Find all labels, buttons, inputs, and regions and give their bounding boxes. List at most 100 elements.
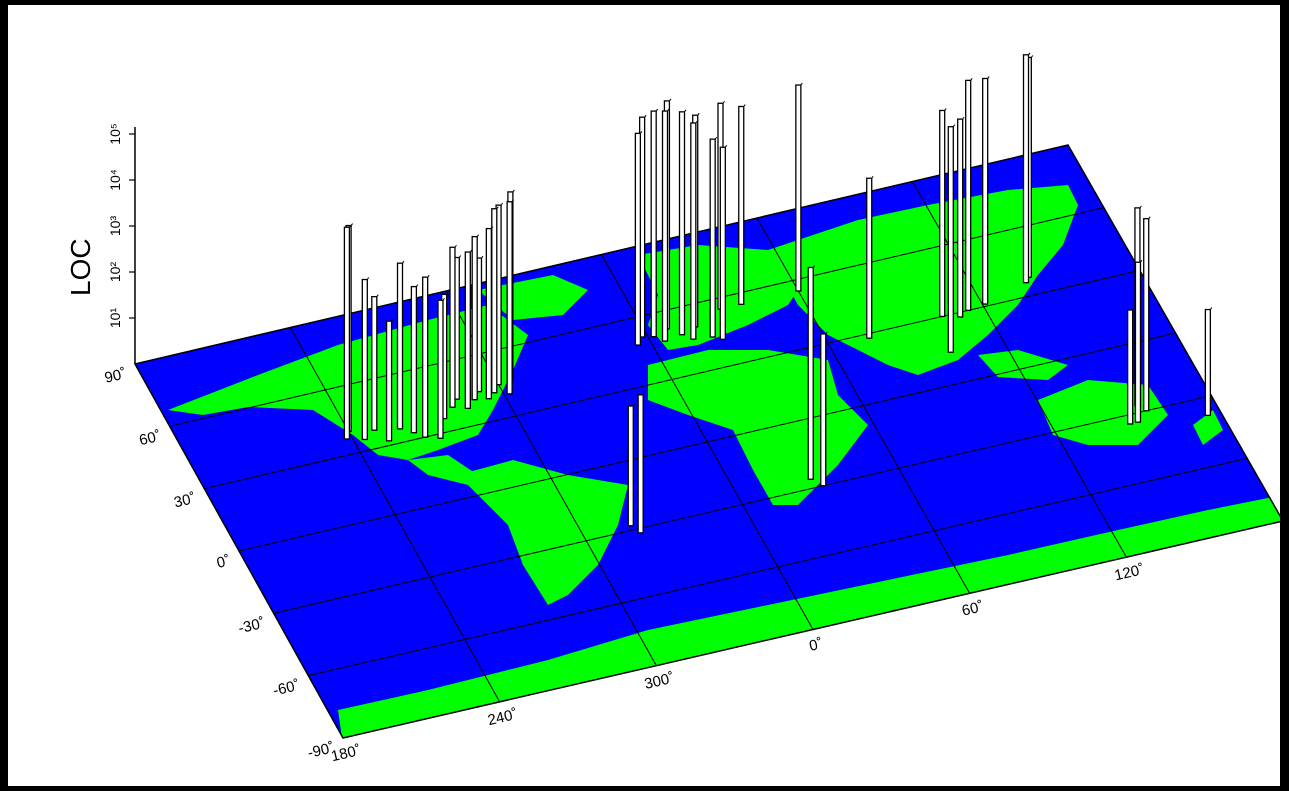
bar [361,277,370,441]
bar-top [496,206,499,210]
lon-tick-label: 180˚ [329,742,362,765]
bar-top [442,297,445,301]
z-tick-label: 10⁵ [107,123,123,144]
bar-top [944,108,947,111]
lat-tick-label: -60˚ [271,677,301,700]
land-indonesia [978,350,1068,380]
bar-body [807,266,814,480]
bar-top [644,114,647,118]
bar-top [697,112,700,116]
lon-tick-label: 240˚ [486,706,519,729]
bar-body [709,138,716,338]
bar-body [343,226,351,440]
bar-body [947,126,954,353]
bar [1022,52,1031,284]
bar [1143,216,1151,412]
bar-top [511,199,515,203]
z-tick-label: 10¹ [107,308,123,329]
lon-tick-label: 0˚ [808,635,825,655]
bar-body [1134,261,1142,423]
bar-top [427,274,430,278]
bar-top [366,277,370,280]
bar [939,108,947,318]
bar-body [957,118,964,318]
bar-body [678,111,686,336]
bar-body [437,299,444,439]
bar-body [371,295,378,431]
land-greenland [478,275,588,320]
bar-body [361,278,368,441]
bar-top [812,265,816,268]
bar-top [1148,216,1151,219]
bar-body [396,262,404,430]
bar [719,144,728,340]
bar [385,318,394,442]
bar-top [714,136,718,140]
bar-top [722,100,725,104]
bar [690,120,698,340]
bar-top [669,98,672,102]
bar-body [965,79,972,312]
bar-body [464,251,471,409]
bar-top [1030,55,1034,58]
bar-body [449,246,456,408]
bar [807,265,816,480]
bar [1126,307,1135,425]
bar [947,124,956,353]
land-new-zealand [1193,410,1223,445]
bar [634,131,643,346]
bar [371,294,379,431]
latitude-labels: 90˚ 60˚ 30˚ 0˚ -30˚ -60˚ -90˚ [103,365,336,762]
bar-top [458,255,462,258]
bar-body [506,201,513,395]
bar-body [820,333,827,487]
bar-top [1139,205,1142,209]
longitude-labels: 180˚240˚300˚0˚60˚120˚1 [329,561,1145,765]
bar-top [639,131,643,134]
bar-body [650,110,657,338]
bar [491,206,499,394]
bar [650,108,659,338]
bar [464,249,473,409]
bar [795,82,803,292]
bar-top [970,78,973,81]
bar-top [871,175,874,179]
z-tick-label: 10³ [107,216,123,237]
lat-tick-label: 90˚ [103,365,128,386]
z-tick-label: 10⁴ [107,169,123,191]
land-south-america [458,460,628,605]
bar [982,76,990,305]
bar [422,274,430,438]
lat-tick-label: 0˚ [215,552,232,572]
bar-top [454,244,457,248]
lat-tick-label: -90˚ [306,739,336,762]
bar-top [825,331,828,335]
map-figure: 10¹ 10² 10³ 10⁴ 10⁵ LOC 90˚ 60˚ 30˚ 0˚ -30˚ -60˚ -… [65,52,1280,765]
bar-body [982,77,989,305]
bar [396,260,405,430]
land-antarctica [338,495,1280,738]
bar-body [634,132,642,346]
lon-tick-label: 300˚ [643,670,676,693]
bar [437,297,445,439]
bar-body [795,84,802,292]
lat-tick-label: 60˚ [138,428,163,449]
bar-top [1028,52,1031,56]
bar-top [962,116,965,120]
bar-top [800,82,803,86]
bar [471,234,480,401]
bar-body [719,146,726,340]
bar-body [1022,54,1030,284]
bar-body [422,276,429,438]
bar-top [415,284,419,287]
bar-top [667,108,670,112]
gridline-lon [290,327,501,703]
bar [957,116,965,318]
bar [449,244,457,408]
bar-top [655,108,659,112]
bar [661,108,670,342]
bar-body [491,208,498,394]
bar-top [632,403,636,407]
figure-panel: 10¹ 10² 10³ 10⁴ 10⁵ LOC 90˚ 60˚ 30˚ 0˚ -30˚ -60˚ -… [8,5,1280,786]
bar-body [661,110,669,342]
